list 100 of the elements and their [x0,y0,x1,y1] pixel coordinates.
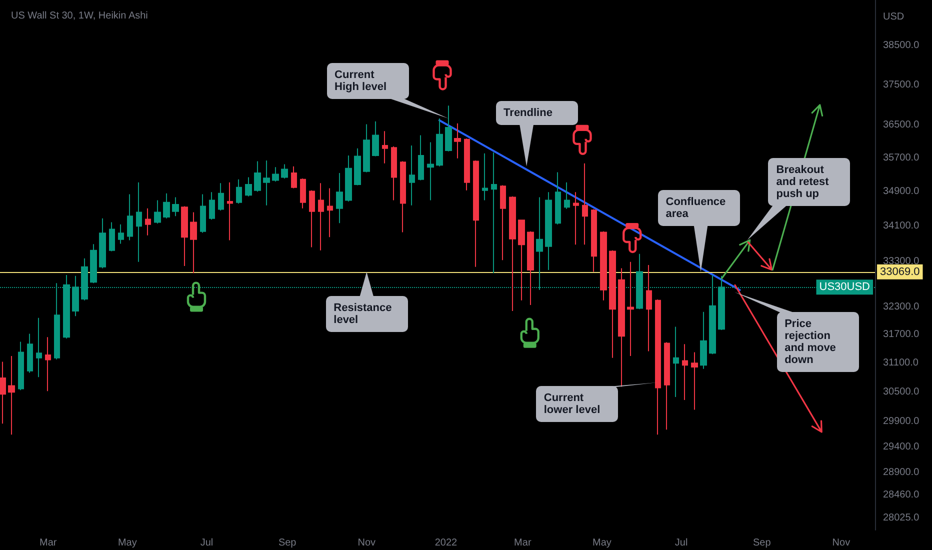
candlestick [45,336,51,392]
y-tick-label: 34100.0 [883,220,920,232]
y-tick-label: 35700.0 [883,152,920,164]
y-tick-label: 31700.0 [883,329,920,340]
y-tick-label: 28025.0 [883,512,920,524]
candlestick [281,164,288,180]
candlestick [691,352,698,410]
candlestick [336,172,343,224]
x-tick-label: Sep [278,538,297,548]
candlestick [655,298,661,436]
candlestick [564,182,570,210]
x-tick-label: 2022 [434,538,458,548]
candlestick [627,261,634,356]
candlestick [582,162,588,246]
y-tick-label: 32300.0 [883,301,920,312]
candlestick [591,208,597,272]
annotation: Confluence area [658,190,740,226]
candlestick [555,172,561,225]
candlestick [545,192,552,270]
x-tick-label: Jul [674,538,688,548]
candlestick [345,154,352,202]
ref-line-label: US30USD [819,281,870,294]
candlestick [118,224,124,244]
y-tick-label: 29400.0 [883,441,920,452]
candlestick [190,212,197,274]
candlestick [509,196,516,312]
x-tick-label: Mar [514,538,532,548]
candlestick [136,182,142,262]
candlestick [382,130,388,164]
candlestick [327,188,333,238]
candlestick [700,311,707,370]
candlestick [391,146,397,201]
candlestick [500,184,506,261]
candlestick [673,326,679,398]
candlestick [36,317,42,378]
y-tick-label: 28460.0 [883,490,920,501]
candlestick [145,208,151,236]
y-tick-label: 30500.0 [883,386,920,398]
candlestick [427,142,434,201]
y-tick-label: 36500.0 [883,120,920,131]
candlestick [236,178,242,204]
candlestick [400,160,406,233]
annotation: Current High level [326,63,409,100]
candlestick [436,118,443,167]
candlestick [200,194,206,234]
candlestick [300,178,306,209]
candlestick [309,190,315,248]
candlestick [518,219,525,301]
candlestick [27,333,33,374]
y-tick-label: 31100.0 [883,358,919,369]
x-tick-label: Nov [832,538,850,548]
candlestick [573,192,579,246]
candlestick [209,192,215,220]
candlestick [272,166,279,182]
candlestick [491,152,497,274]
candlestick [154,200,161,224]
text: US Wall St 30, 1W, Heikin Ashi [11,10,148,22]
candlestick [473,160,479,268]
candlestick [609,250,616,358]
annotation: Resistance level [326,296,408,332]
y-tick-label: 29900.0 [883,416,920,428]
x-tick-label: Nov [358,538,376,548]
x-tick-label: May [592,538,612,548]
candlestick [454,122,461,159]
candlestick [482,152,488,201]
candlestick [181,206,188,266]
ref-line-label: 33069.0 [880,266,920,278]
x-tick-label: Jul [200,538,214,548]
candlestick [318,182,324,251]
annotation: Trendline [496,101,578,126]
candlestick [646,264,652,352]
candlestick [363,124,370,173]
candlestick [618,268,625,388]
candlestick [527,230,534,306]
candlestick [172,196,179,217]
candlestick [682,344,688,400]
y-tick-label: 28900.0 [883,466,920,478]
candlestick [109,222,115,252]
annotation: Current lower level [536,386,618,422]
candlestick [372,120,379,157]
candlestick [263,160,270,206]
x-tick-label: May [118,538,137,548]
candlestick [163,192,170,219]
y-axis-title: USD [883,12,904,22]
candlestick [127,194,133,241]
y-tick-label: 33300.0 [883,256,920,267]
candlestick [664,342,670,430]
candlestick [464,138,470,191]
candlestick [0,361,6,424]
y-tick-label: 38500.0 [883,40,920,52]
candlestick [291,166,297,189]
annotation: Breakout and retest push up [768,158,850,206]
candlestick [445,105,452,152]
candlestick [218,182,224,212]
x-tick-label: Mar [39,538,58,548]
candlestick [245,176,252,197]
annotation: Price rejection and move down [776,312,859,372]
y-tick-label: 34900.0 [883,186,920,198]
candlestick [90,244,97,284]
candlestick [18,341,24,391]
